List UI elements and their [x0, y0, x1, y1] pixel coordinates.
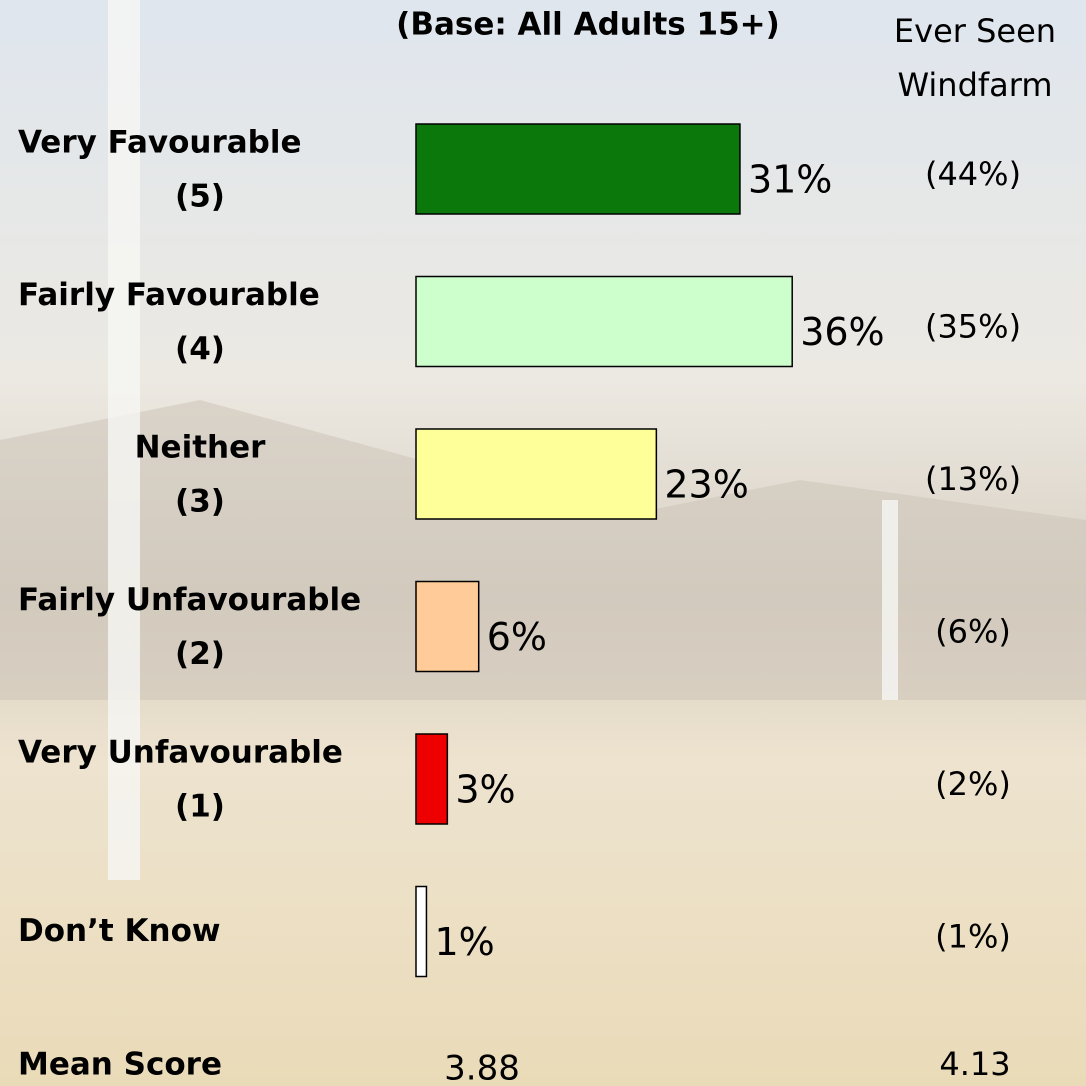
category-code: (4): [175, 331, 225, 367]
category-label: Don’t Know: [18, 913, 221, 949]
value-label: 6%: [487, 615, 547, 659]
value-label: 36%: [800, 310, 884, 354]
bar: [416, 887, 426, 977]
chart: (Base: All Adults 15+) Ever Seen Windfar…: [0, 0, 1086, 1086]
comparison-value: (6%): [935, 613, 1011, 651]
bar: [416, 429, 656, 519]
value-label: 3%: [455, 768, 515, 812]
comparison-value: (2%): [935, 765, 1011, 803]
category-label: Very Favourable: [18, 125, 302, 161]
value-label: 1%: [434, 920, 494, 964]
category-label: Fairly Unfavourable: [18, 582, 361, 618]
comparison-value: (35%): [925, 308, 1021, 346]
comparison-value: (13%): [925, 460, 1021, 498]
mean-score-label: Mean Score: [18, 1047, 222, 1083]
mean-score: 3.88: [444, 1049, 520, 1086]
comparison-value: (1%): [935, 918, 1011, 956]
category-label: Neither: [135, 430, 267, 466]
bar: [416, 277, 792, 367]
comparison-value: (44%): [925, 155, 1021, 193]
bar: [416, 582, 479, 672]
category-label: Very Unfavourable: [18, 735, 343, 771]
turbine-tower: [882, 500, 898, 700]
subtitle: (Base: All Adults 15+): [396, 7, 780, 43]
mean-score: 4.13: [939, 1045, 1010, 1083]
bar: [416, 124, 740, 214]
category-label: Fairly Favourable: [18, 277, 320, 313]
comparison-title: Windfarm: [897, 66, 1052, 104]
category-code: (3): [175, 484, 225, 520]
value-label: 31%: [748, 158, 832, 202]
category-code: (1): [175, 789, 225, 825]
category-code: (5): [175, 179, 225, 215]
bar: [416, 734, 447, 824]
category-code: (2): [175, 636, 225, 672]
value-label: 23%: [664, 463, 748, 507]
comparison-title: Ever Seen: [894, 12, 1056, 50]
